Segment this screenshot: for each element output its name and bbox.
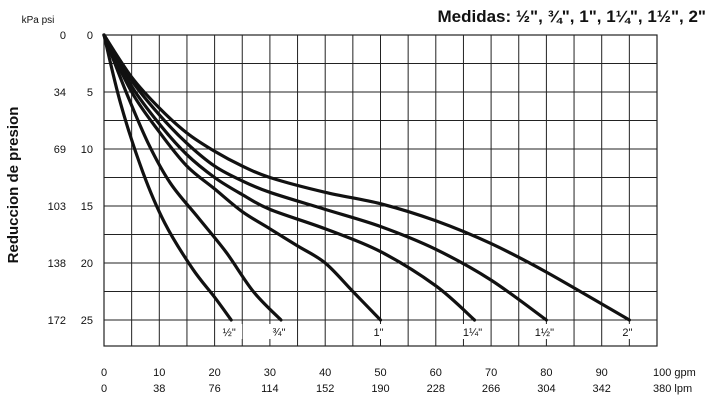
y-tick-psi: 5 xyxy=(87,87,93,99)
x-tick-gpm: 80 xyxy=(540,367,552,379)
x-tick-gpm: 50 xyxy=(374,367,386,379)
series-label: ¾" xyxy=(272,327,285,339)
x-tick-lpm: 38 xyxy=(153,383,165,395)
y-tick-kpa: 172 xyxy=(48,315,66,327)
y-tick-kpa: 34 xyxy=(54,87,66,99)
series-label: 2" xyxy=(622,327,632,339)
series-label-bg xyxy=(216,324,243,339)
series-label-bg xyxy=(265,324,292,339)
series-label-bg xyxy=(365,324,392,339)
curves xyxy=(102,33,631,322)
y-axis-label: Reduccion de presion xyxy=(5,107,22,264)
x-tick-gpm: 60 xyxy=(430,367,442,379)
x-tick-lpm: 380 lpm xyxy=(653,383,692,395)
x-tick-gpm: 70 xyxy=(485,367,497,379)
series-label: 1½" xyxy=(535,327,554,339)
x-tick-gpm: 40 xyxy=(319,367,331,379)
y-tick-kpa: 69 xyxy=(54,144,66,156)
series-line xyxy=(102,33,631,322)
y-tick-kpa: 138 xyxy=(48,258,66,270)
x-tick-gpm: 0 xyxy=(101,367,107,379)
x-tick-gpm: 30 xyxy=(264,367,276,379)
x-tick-lpm: 114 xyxy=(261,383,279,395)
chart-title: Medidas: ½", ¾", 1", 1¼", 1½", 2" xyxy=(437,7,706,26)
curve-labels: ½" ¾" 1" 1¼" 1½" 2" xyxy=(216,324,641,339)
y-tick-psi: 20 xyxy=(81,258,93,270)
x-tick-gpm: 10 xyxy=(153,367,165,379)
x-tick-lpm: 76 xyxy=(208,383,220,395)
x-tick-lpm: 0 xyxy=(101,383,107,395)
x-tick-lpm: 266 xyxy=(482,383,500,395)
series-label: 1¼" xyxy=(463,327,482,339)
series-label-bg xyxy=(531,324,558,339)
series-line xyxy=(102,33,477,322)
series-line xyxy=(102,33,233,322)
x-tick-lpm: 190 xyxy=(371,383,389,395)
series-label-bg xyxy=(459,324,486,339)
y-tick-psi: 25 xyxy=(81,315,93,327)
x-tick-lpm: 152 xyxy=(316,383,334,395)
x-tick-gpm: 100 gpm xyxy=(653,367,696,379)
x-tick-gpm: 20 xyxy=(208,367,220,379)
y-tick-psi: 15 xyxy=(81,201,93,213)
series-line xyxy=(102,33,548,322)
y-tick-kpa: 103 xyxy=(48,201,66,213)
series-line xyxy=(102,33,283,322)
y-tick-kpa: 0 xyxy=(60,30,66,42)
y-units-label: kPa psi xyxy=(22,15,55,26)
x-tick-lpm: 304 xyxy=(537,383,555,395)
series-line xyxy=(102,33,383,322)
series-label: ½" xyxy=(223,327,236,339)
x-tick-gpm: 90 xyxy=(596,367,608,379)
x-tick-lpm: 228 xyxy=(427,383,445,395)
series-label: 1" xyxy=(373,327,383,339)
y-tick-psi: 10 xyxy=(81,144,93,156)
grid xyxy=(103,34,658,347)
y-tick-psi: 0 xyxy=(87,30,93,42)
series-label-bg xyxy=(614,324,641,339)
x-tick-lpm: 342 xyxy=(593,383,611,395)
